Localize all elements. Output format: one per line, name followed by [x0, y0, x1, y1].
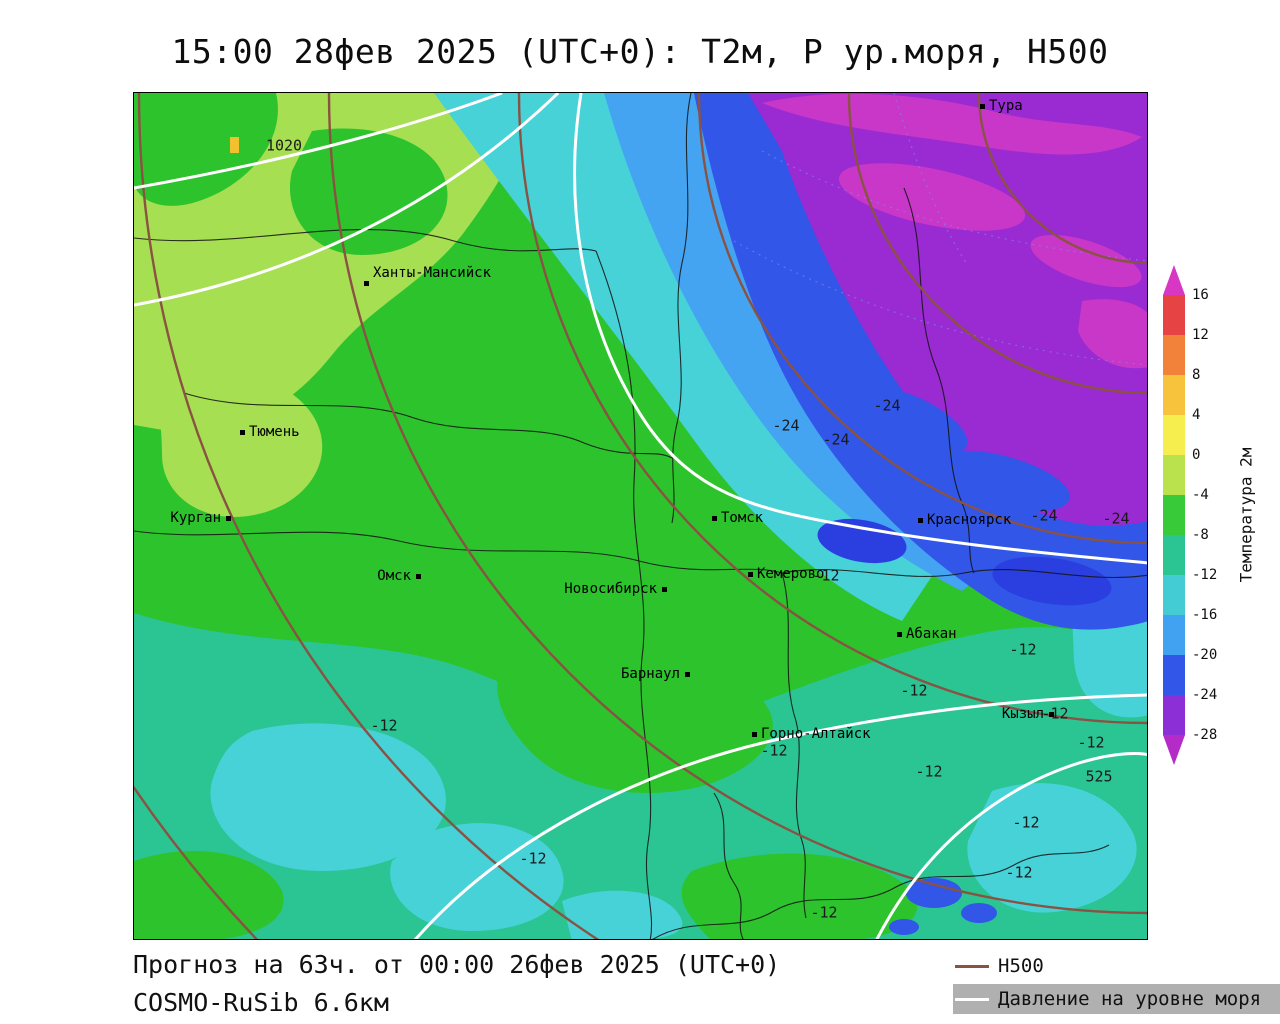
contour-label: -24	[822, 430, 850, 449]
colorbar-tick-labels: 16 12 8 4 0 -4 -8 -12 -16 -20 -24 -28	[1192, 287, 1236, 743]
contour-label: -24	[1102, 509, 1130, 528]
city-label: Горно-Алтайск	[761, 726, 871, 742]
city-dot-icon	[748, 572, 753, 577]
colorbar-band	[1163, 455, 1185, 495]
city-dot-icon	[416, 574, 421, 579]
map-label-overlay: Тура Ханты-Мансийск Тюмень Курган Омск Томск К…	[134, 93, 1147, 939]
map-canvas: Тура Ханты-Мансийск Тюмень Курган Омск Томск К…	[133, 92, 1148, 940]
city-dot-icon	[226, 516, 231, 521]
colorbar-band	[1163, 415, 1185, 455]
city-label: Омск	[377, 568, 411, 584]
colorbar-band	[1163, 375, 1185, 415]
colorbar-tick-label: -28	[1192, 727, 1218, 743]
legend-h500: H500	[955, 953, 1044, 979]
contour-label: -24	[873, 396, 901, 415]
colorbar-band	[1163, 615, 1185, 655]
temperature-field	[134, 93, 1147, 939]
colorbar-tick-label: -24	[1192, 687, 1218, 703]
contour-label: -24	[1030, 506, 1058, 525]
contour-label: -12	[1012, 813, 1040, 832]
contour-label: -12	[1041, 704, 1069, 723]
city-label: Кемерово	[757, 566, 825, 582]
city-dot-icon	[712, 516, 717, 521]
contour-label: -12	[760, 741, 788, 760]
colorbar-tick-label: 4	[1192, 407, 1201, 423]
colorbar-arrow-bottom-icon	[1163, 735, 1185, 765]
pressure-line-sample-icon	[955, 997, 989, 1001]
colorbar-band	[1163, 295, 1185, 335]
colorbar-tick-label: 0	[1192, 447, 1201, 463]
model-info: COSMO-RuSib 6.6км	[133, 988, 389, 1017]
colorbar-tick-label: -8	[1192, 527, 1209, 543]
pressure-contour-lines	[134, 93, 1147, 939]
colorbar-arrow-top-icon	[1163, 265, 1185, 295]
colorbar-tick-label: 8	[1192, 367, 1201, 383]
colorbar-band	[1163, 495, 1185, 535]
temperature-colorbar: 16 12 8 4 0 -4 -8 -12 -16 -20 -24 -28	[1163, 265, 1217, 765]
contour-label: -12	[915, 762, 943, 781]
city-label: Абакан	[906, 626, 957, 642]
city-label: Томск	[721, 510, 764, 526]
contour-label: 525	[1085, 767, 1113, 786]
city-label: Барнаул	[620, 666, 680, 682]
pressure-legend-label: Давление на уровне моря	[998, 988, 1262, 1010]
colorbar-tick-label: -20	[1192, 647, 1218, 663]
forecast-info: Прогноз на 63ч. от 00:00 26фев 2025 (UTC…	[133, 950, 781, 979]
colorbar-tick-label: -16	[1192, 607, 1218, 623]
contour-label: -12	[1005, 863, 1033, 882]
city-dot-icon	[1049, 712, 1054, 717]
colorbar-band	[1163, 535, 1185, 575]
colorbar-band	[1163, 695, 1185, 735]
graticule-lines	[733, 93, 1147, 366]
colorbar-band	[1163, 655, 1185, 695]
legend-pressure: Давление на уровне моря	[953, 984, 1280, 1014]
city-dot-icon	[364, 281, 369, 286]
colorbar-band	[1163, 335, 1185, 375]
contour-label: 1020	[265, 136, 303, 155]
contour-label: -12	[810, 903, 838, 922]
city-label: Кызыл	[1001, 706, 1044, 722]
colorbar-bands	[1163, 295, 1185, 735]
city-dot-icon	[897, 632, 902, 637]
contour-label: -12	[370, 716, 398, 735]
contour-label: -12	[1009, 640, 1037, 659]
colorbar-band	[1163, 575, 1185, 615]
colorbar-tick-label: 16	[1192, 287, 1209, 303]
contour-label: -12	[812, 566, 840, 585]
city-dot-icon	[685, 672, 690, 677]
contour-label: -12	[900, 681, 928, 700]
colorbar-title: Температура 2м	[1236, 447, 1256, 583]
map-title: 15:00 28фев 2025 (UTC+0): Т2м, P ур.моря…	[171, 32, 1109, 71]
contour-label: -12	[519, 849, 547, 868]
colorbar-tick-label: -12	[1192, 567, 1218, 583]
h500-legend-label: H500	[998, 955, 1044, 977]
city-label: Новосибирск	[564, 581, 657, 597]
city-dot-icon	[980, 104, 985, 109]
map-art	[134, 93, 1147, 939]
colorbar-tick-label: -4	[1192, 487, 1209, 503]
city-dot-icon	[752, 732, 757, 737]
city-label: Красноярск	[927, 512, 1012, 528]
contour-label: -12	[1077, 733, 1105, 752]
city-label: Ханты-Мансийск	[373, 265, 492, 281]
city-dot-icon	[918, 518, 923, 523]
city-label: Тура	[989, 98, 1023, 114]
contour-label: -24	[772, 416, 800, 435]
colorbar-tick-label: 12	[1192, 327, 1209, 343]
city-dot-icon	[240, 430, 245, 435]
h500-line-sample-icon	[955, 964, 989, 968]
h500-contour-lines	[134, 93, 1147, 939]
city-dot-icon	[662, 587, 667, 592]
city-label: Тюмень	[249, 424, 300, 440]
city-label: Курган	[170, 510, 221, 526]
admin-borders	[134, 93, 1147, 939]
